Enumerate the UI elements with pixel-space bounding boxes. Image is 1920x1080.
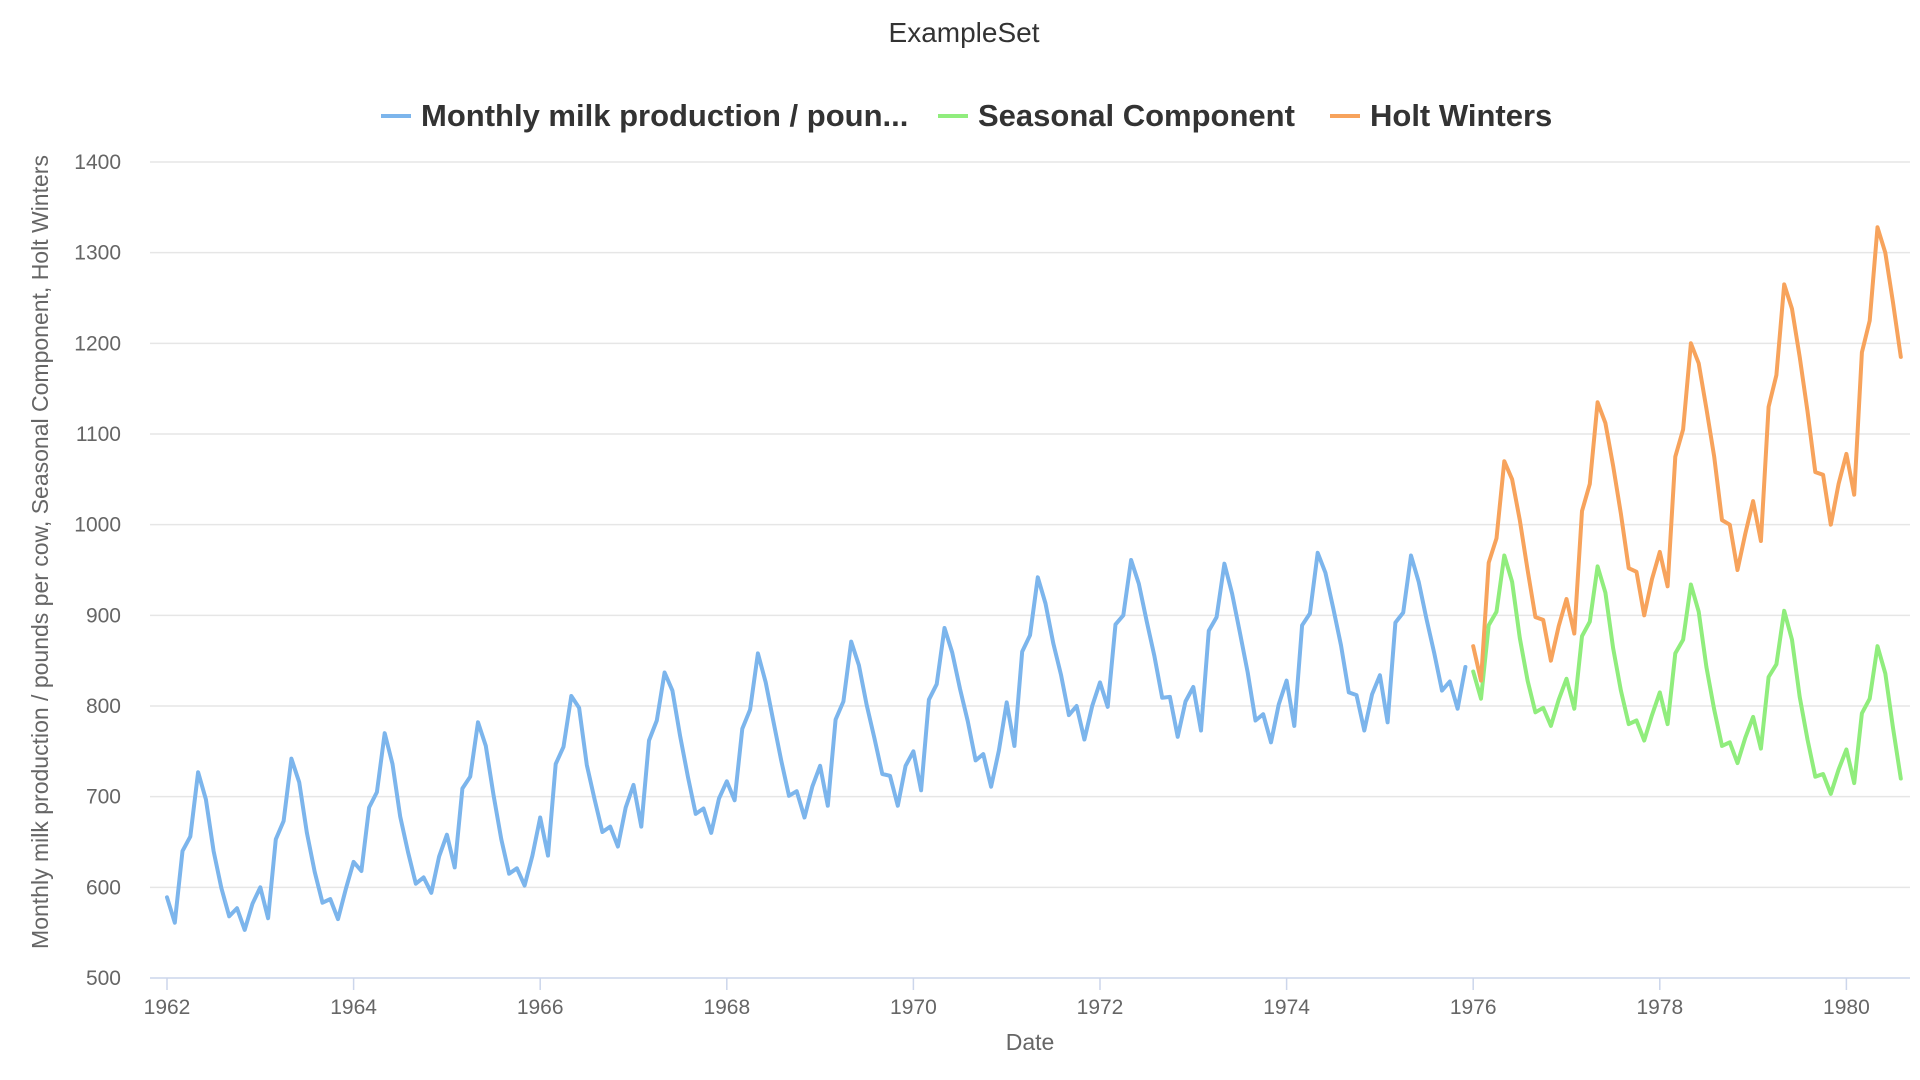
x-tick-label: 1974 (1263, 996, 1310, 1019)
series-line-holt-winters[interactable] (1471, 225, 1903, 683)
chart-title: ExampleSet (889, 17, 1040, 48)
legend-item-milk-production[interactable]: Monthly milk production / poun... (381, 98, 908, 133)
y-tick-label: 1200 (74, 332, 121, 355)
y-tick-label: 1300 (74, 242, 121, 265)
y-tick-label: 600 (86, 876, 121, 899)
y-tick-label: 500 (86, 967, 121, 990)
series-line-seasonal-component[interactable] (1471, 553, 1903, 796)
x-tick-label: 1970 (890, 996, 937, 1019)
y-axis-title: Monthly milk production / pounds per cow… (27, 155, 53, 949)
y-tick-label: 1000 (74, 514, 121, 537)
y-tick-label: 1400 (74, 151, 121, 174)
legend-label-holt-winters: Holt Winters (1370, 98, 1552, 133)
x-tick-label: 1978 (1636, 996, 1683, 1019)
legend-label-milk-production: Monthly milk production / poun... (421, 98, 908, 133)
x-tick-label: 1972 (1077, 996, 1124, 1019)
y-tick-label: 800 (86, 695, 121, 718)
legend-item-holt-winters[interactable]: Holt Winters (1330, 98, 1552, 133)
y-tick-label: 900 (86, 604, 121, 627)
y-axis-ticks: 500 600 700 800 900 1000 1100 1200 1300 1400 (74, 151, 121, 990)
legend-label-seasonal-component: Seasonal Component (978, 98, 1295, 133)
legend-item-seasonal-component[interactable]: Seasonal Component (938, 98, 1295, 133)
x-tick-label: 1962 (144, 996, 191, 1019)
x-axis-ticks: 1962 1964 1966 1968 1970 1972 1974 1976 1978 1980 (144, 978, 1870, 1019)
y-gridlines (150, 161, 1910, 889)
x-tick-label: 1976 (1450, 996, 1497, 1019)
x-tick-label: 1980 (1823, 996, 1870, 1019)
x-tick-label: 1964 (330, 996, 377, 1019)
x-tick-label: 1966 (517, 996, 564, 1019)
series-line-milk-production[interactable] (165, 550, 1468, 932)
y-tick-label: 700 (86, 786, 121, 809)
x-tick-label: 1968 (703, 996, 750, 1019)
series-group (165, 225, 1903, 932)
legend: Monthly milk production / poun... Season… (381, 98, 1552, 133)
x-axis-title: Date (1006, 1029, 1055, 1055)
y-tick-label: 1100 (76, 423, 121, 446)
